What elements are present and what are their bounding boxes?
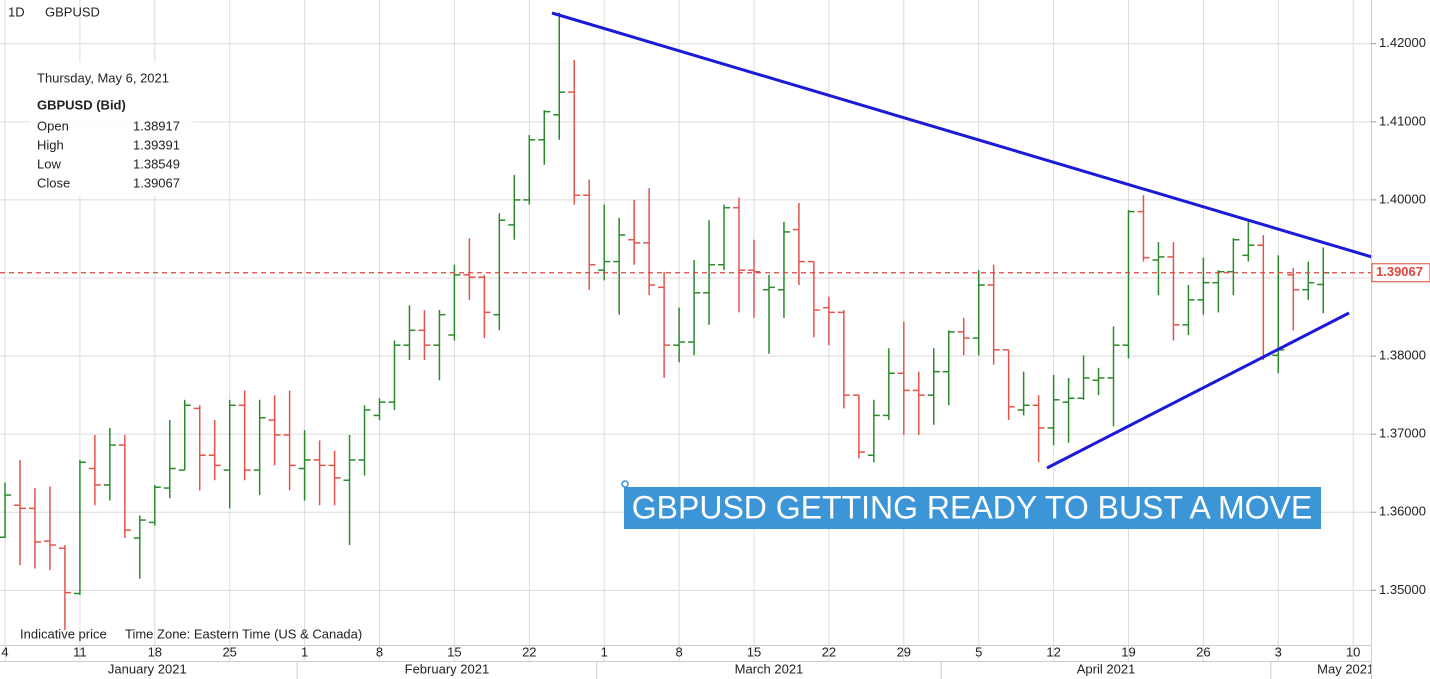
- y-tick-label: 1.36000: [1379, 504, 1426, 519]
- x-tick-label: 22: [822, 644, 836, 659]
- x-tick-label: 8: [376, 644, 383, 659]
- info-instrument: GBPUSD (Bid): [37, 97, 126, 112]
- y-tick-label: 1.40000: [1379, 191, 1426, 206]
- x-tick-label: 12: [1046, 644, 1060, 659]
- info-value: 1.39067: [133, 175, 180, 190]
- trend-line-upper: [551, 11, 1373, 259]
- last-price-box: [1371, 263, 1430, 283]
- annotation-box: [624, 487, 1321, 529]
- y-axis: 1.350001.360001.370001.380001.390001.400…: [1371, 35, 1426, 597]
- x-tick-label: 25: [222, 644, 236, 659]
- y-tick-label: 1.42000: [1379, 35, 1426, 50]
- bars: [0, 12, 1330, 631]
- info-date: Thursday, May 6, 2021: [37, 70, 169, 85]
- x-tick-label: 22: [522, 644, 536, 659]
- info-label: Open: [37, 118, 69, 133]
- grid: [0, 0, 1371, 661]
- info-label: Close: [37, 175, 70, 190]
- trend-line-lower: [1046, 311, 1350, 470]
- info-value: 1.38549: [133, 156, 180, 171]
- month-label: January 2021: [108, 661, 187, 676]
- y-tick-label: 1.38000: [1379, 348, 1426, 363]
- info-box: [30, 62, 193, 196]
- x-tick-label: 15: [747, 644, 761, 659]
- month-label: March 2021: [735, 661, 804, 676]
- footnote: Time Zone: Eastern Time (US & Canada): [125, 626, 362, 641]
- x-tick-label: 19: [1121, 644, 1135, 659]
- symbol: GBPUSD: [45, 4, 100, 19]
- x-tick-label: 1: [301, 644, 308, 659]
- x-tick-label: 11: [73, 644, 87, 659]
- info-label: Low: [37, 156, 61, 171]
- info-label: High: [37, 137, 64, 152]
- x-tick-label: 15: [447, 644, 461, 659]
- month-label: April 2021: [1077, 661, 1136, 676]
- x-tick-label: 10: [1346, 644, 1360, 659]
- x-tick-label: 8: [675, 644, 682, 659]
- annotation-anchor: [621, 480, 629, 488]
- x-tick-label: 29: [897, 644, 911, 659]
- last-price-label: 1.39067: [1376, 264, 1423, 279]
- info-value: 1.38917: [133, 118, 180, 133]
- month-label: May 2021: [1317, 661, 1374, 676]
- x-tick-label: 4: [1, 644, 8, 659]
- x-tick-label: 3: [1275, 644, 1282, 659]
- x-tick-label: 26: [1196, 644, 1210, 659]
- y-tick-label: 1.35000: [1379, 582, 1426, 597]
- annotation-text: GBPUSD GETTING READY TO BUST A MOVE: [632, 489, 1312, 525]
- y-tick-label: 1.41000: [1379, 113, 1426, 128]
- footnote: Indicative price: [20, 626, 107, 641]
- info-value: 1.39391: [133, 137, 180, 152]
- x-tick-label: 1: [601, 644, 608, 659]
- x-tick-label: 5: [975, 644, 982, 659]
- month-label: February 2021: [405, 661, 490, 676]
- x-tick-label: 18: [148, 644, 162, 659]
- interval: 1D: [8, 4, 25, 19]
- y-tick-label: 1.37000: [1379, 426, 1426, 441]
